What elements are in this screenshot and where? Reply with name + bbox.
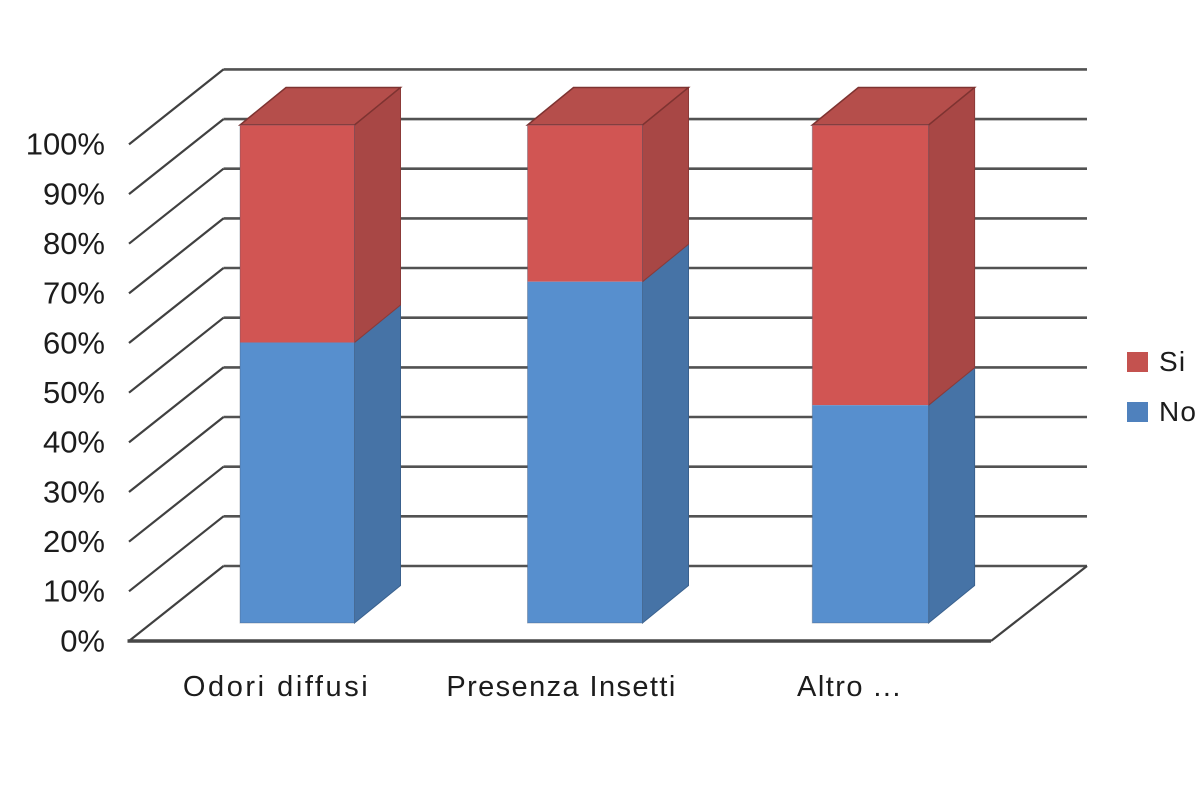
svg-text:No: No <box>1159 396 1197 427</box>
svg-text:80%: 80% <box>43 226 105 261</box>
svg-text:60%: 60% <box>43 325 105 360</box>
svg-text:20%: 20% <box>43 524 105 559</box>
svg-text:30%: 30% <box>43 474 105 509</box>
svg-text:90%: 90% <box>43 176 105 211</box>
svg-text:50%: 50% <box>43 375 105 410</box>
svg-text:40%: 40% <box>43 425 105 460</box>
svg-text:Si: Si <box>1159 346 1186 377</box>
svg-text:0%: 0% <box>60 623 105 658</box>
svg-text:100%: 100% <box>26 127 105 162</box>
svg-text:10%: 10% <box>43 574 105 609</box>
svg-text:Presenza Insetti: Presenza Insetti <box>446 671 676 703</box>
svg-text:Odori diffusi: Odori diffusi <box>183 671 370 703</box>
svg-text:70%: 70% <box>43 276 105 311</box>
svg-text:Altro ...: Altro ... <box>797 671 902 703</box>
